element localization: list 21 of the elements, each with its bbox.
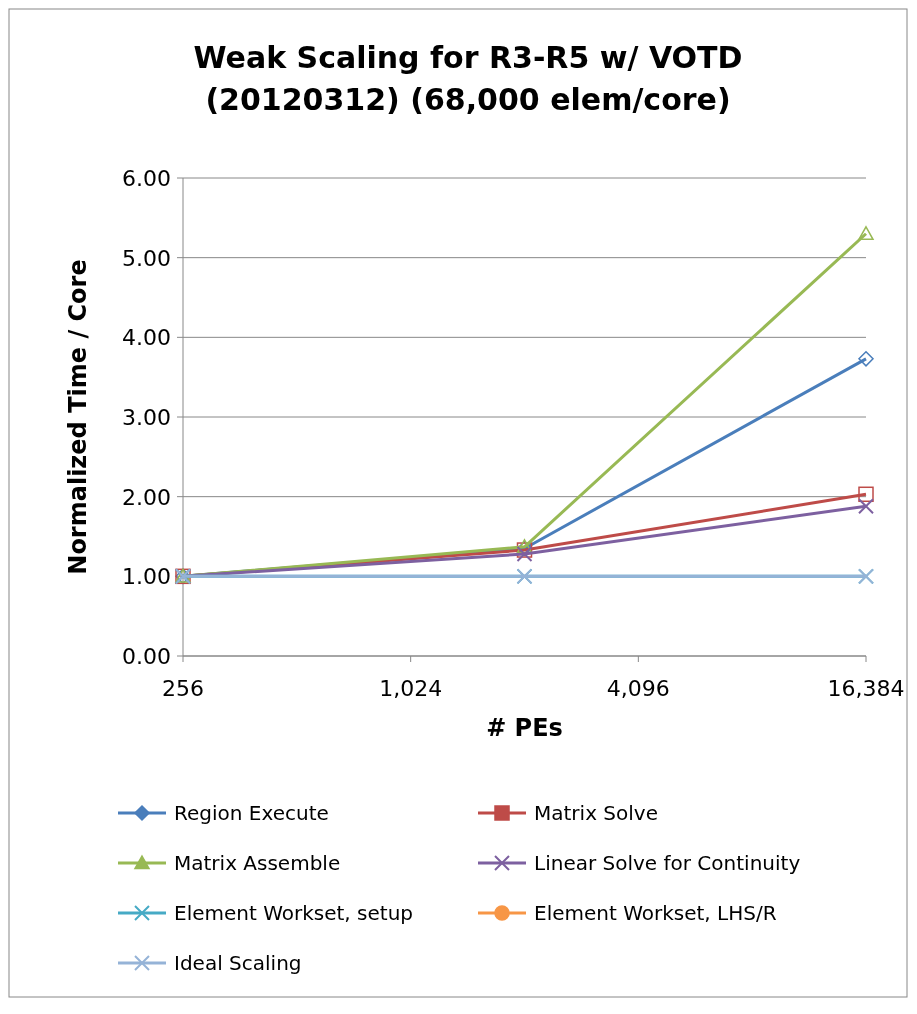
y-tick-label: 1.00 — [122, 564, 171, 590]
legend-label: Region Execute — [174, 801, 329, 825]
x-tick-label: 256 — [162, 676, 204, 701]
x-tick-label: 1,024 — [379, 676, 443, 701]
y-axis-title: Normalized Time / Core — [64, 259, 92, 575]
y-tick-label: 0.00 — [122, 644, 171, 669]
legend-label: Matrix Assemble — [174, 851, 341, 875]
x-axis-title: # PEs — [486, 714, 563, 742]
x-tick-label: 16,384 — [827, 676, 905, 701]
y-tick-label: 6.00 — [122, 166, 171, 191]
legend-label: Matrix Solve — [534, 801, 658, 825]
chart-title: Weak Scaling for R3-R5 w/ VOTD (20120312) (68,000 elem/core) — [193, 40, 743, 117]
legend-label: Ideal Scaling — [174, 951, 302, 975]
legend-label: Element Workset, setup — [174, 901, 414, 925]
y-tick-label: 4.00 — [122, 325, 171, 351]
x-tick-label: 4,096 — [606, 676, 670, 701]
y-tick-label: 3.00 — [122, 405, 171, 430]
legend-label: Element Workset, LHS/R — [534, 901, 777, 925]
y-tick-label: 5.00 — [122, 245, 171, 271]
y-tick-label: 2.00 — [122, 484, 171, 510]
legend-label: Linear Solve for Continuity — [534, 851, 801, 875]
